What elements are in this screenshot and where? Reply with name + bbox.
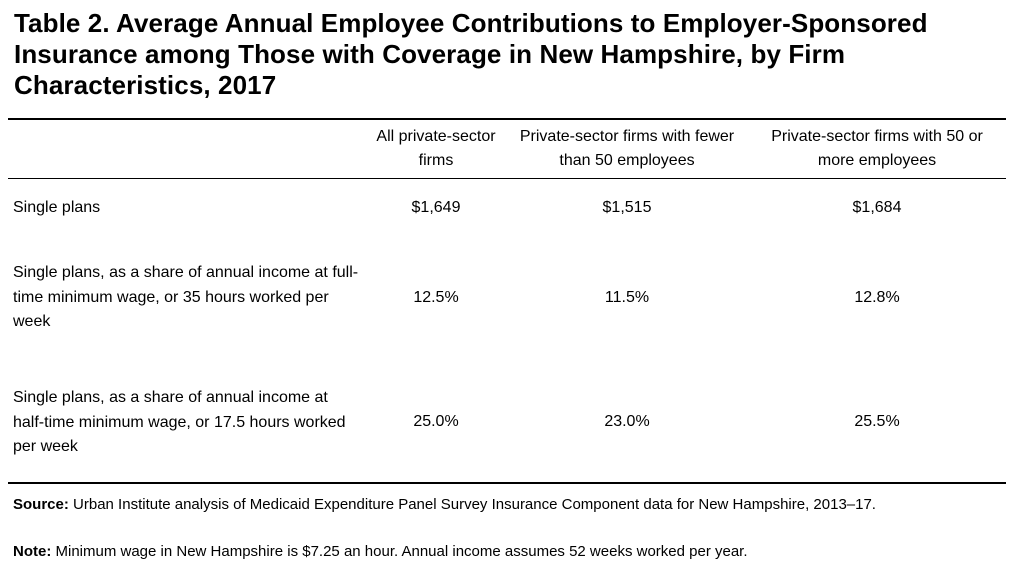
column-header-all-firms: All private-sector firms [376, 128, 496, 169]
cell-single-large: $1,684 [852, 199, 902, 216]
cell-single-all: $1,649 [411, 199, 461, 216]
table-title: Table 2. Average Annual Employee Contrib… [14, 8, 928, 100]
column-header-large-firms: Private-sector firms with 50 or more emp… [771, 128, 983, 169]
cell-half-time-large: 25.5% [854, 413, 900, 430]
source-text: Urban Institute analysis of Medicaid Exp… [73, 496, 876, 513]
cell-half-time-small: 23.0% [604, 413, 650, 430]
row-label-single-plans: Single plans [13, 199, 101, 216]
cell-full-time-large: 12.8% [854, 289, 900, 306]
bottom-rule [8, 482, 1006, 484]
row-label-full-time-share: Single plans, as a share of annual incom… [13, 264, 359, 330]
cell-full-time-small: 11.5% [604, 289, 650, 306]
header-rule [8, 178, 1006, 179]
cell-full-time-all: 12.5% [413, 289, 459, 306]
cell-half-time-all: 25.0% [413, 413, 459, 430]
note-label: Note: [13, 543, 52, 560]
column-header-small-firms: Private-sector firms with fewer than 50 … [519, 128, 735, 169]
row-label-half-time-share: Single plans, as a share of annual incom… [13, 389, 346, 455]
cell-single-small: $1,515 [602, 199, 652, 216]
source-note: Source: Urban Institute analysis of Medi… [13, 493, 1003, 516]
footnote: Note: Minimum wage in New Hampshire is $… [13, 540, 1003, 563]
note-text: Minimum wage in New Hampshire is $7.25 a… [55, 543, 748, 560]
top-rule [8, 118, 1006, 120]
source-label: Source: [13, 496, 69, 513]
